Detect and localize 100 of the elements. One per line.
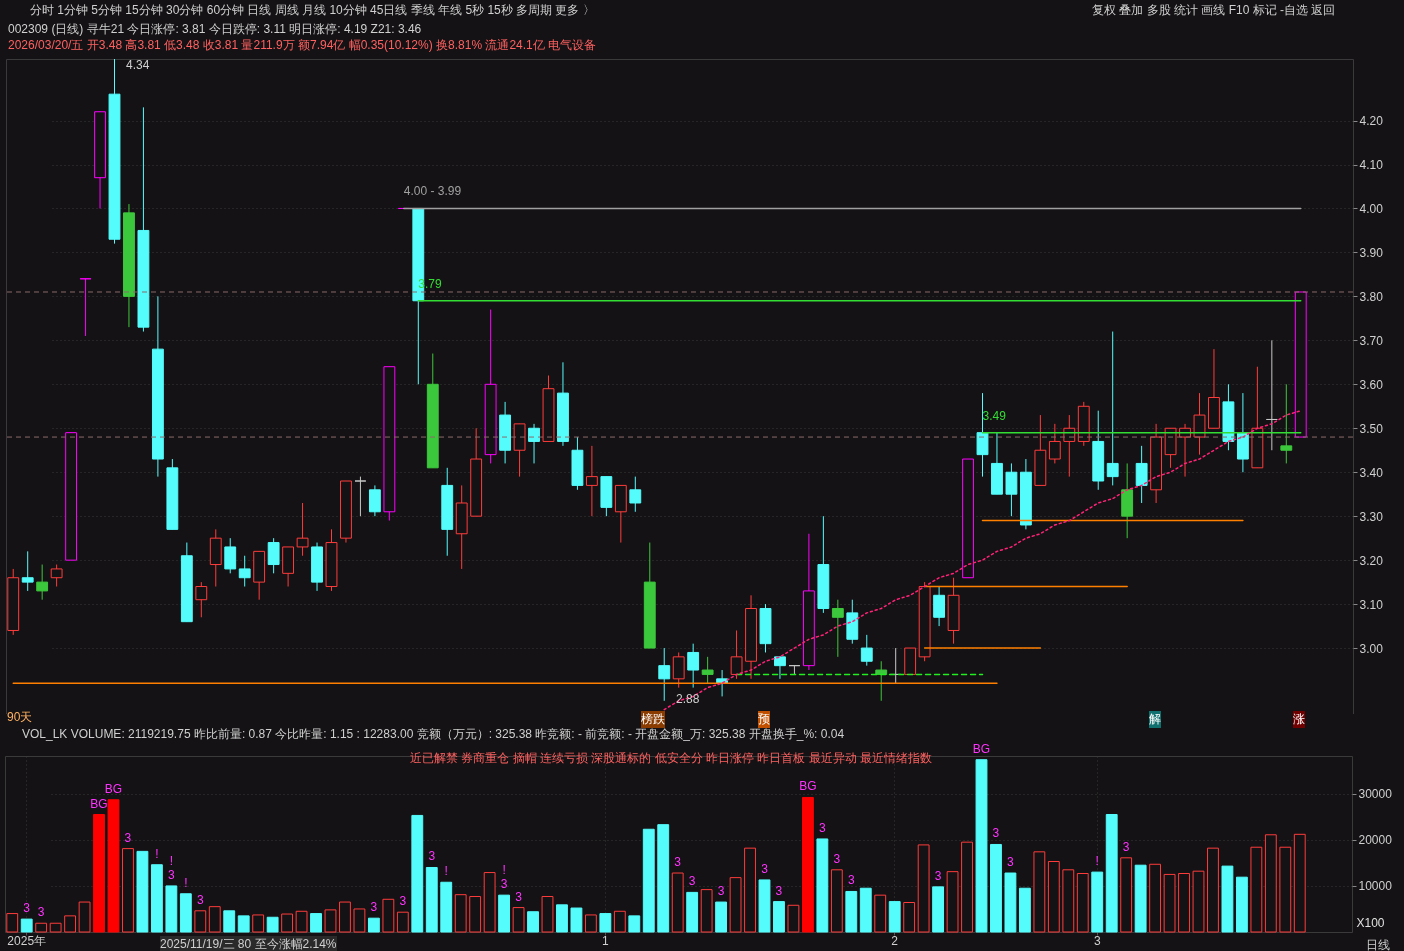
bar bbox=[483, 872, 496, 933]
bar bbox=[122, 848, 134, 933]
bar bbox=[917, 844, 930, 933]
annotation: 3 bbox=[515, 889, 523, 904]
y-tick-label: 4.00 bbox=[1359, 201, 1384, 216]
bar bbox=[541, 896, 554, 933]
bar bbox=[64, 915, 77, 933]
bar bbox=[469, 896, 482, 933]
bar bbox=[425, 867, 438, 933]
candlestick bbox=[50, 564, 63, 588]
bar bbox=[310, 913, 322, 933]
candlestick bbox=[1106, 331, 1119, 486]
y-tick-label: 3.40 bbox=[1359, 465, 1384, 480]
bar bbox=[339, 901, 351, 933]
bar bbox=[657, 824, 670, 933]
annotation: 2.88 bbox=[676, 692, 700, 706]
bar bbox=[367, 917, 380, 933]
annotation: 预 bbox=[758, 711, 770, 728]
bar bbox=[1033, 851, 1046, 933]
bar bbox=[440, 881, 453, 933]
bar bbox=[1264, 834, 1277, 933]
y-tick-label: 3.70 bbox=[1359, 333, 1384, 348]
bar bbox=[613, 910, 626, 933]
bar bbox=[512, 907, 525, 933]
y-tick-label: 4.10 bbox=[1359, 158, 1384, 172]
bar bbox=[1004, 872, 1017, 933]
annotation: 3 bbox=[196, 892, 204, 907]
annotation: BG bbox=[104, 781, 123, 796]
annotation: 3 bbox=[500, 877, 508, 892]
candlestick bbox=[701, 656, 714, 684]
candlestick bbox=[860, 634, 873, 667]
text: 复权 叠加 多股 统计 画线 F10 标记 -自选 返回 bbox=[1092, 2, 1336, 19]
annotation: 3 bbox=[833, 851, 841, 866]
bar bbox=[888, 901, 901, 933]
bar bbox=[946, 871, 959, 933]
bar bbox=[1221, 865, 1234, 933]
candlestick bbox=[629, 476, 642, 513]
candlestick bbox=[774, 656, 786, 680]
bar bbox=[1293, 833, 1306, 933]
annotation: 解 bbox=[1149, 711, 1161, 728]
bar bbox=[266, 916, 279, 933]
bar bbox=[498, 894, 511, 933]
bar bbox=[715, 901, 728, 933]
bar bbox=[179, 893, 192, 933]
candlestick bbox=[296, 502, 309, 557]
x-tick-label: 2 bbox=[891, 933, 899, 948]
candlestick bbox=[21, 550, 34, 592]
bar bbox=[773, 901, 785, 933]
series-label: 3.49 bbox=[982, 408, 1007, 423]
bar bbox=[1235, 876, 1248, 933]
annotation: 3 bbox=[688, 874, 696, 889]
annotation: 3 bbox=[934, 868, 942, 883]
y-tick-label: 3.80 bbox=[1359, 289, 1384, 304]
text: 分时 1分钟 5分钟 15分钟 30分钟 60分钟 日线 周线 月线 10分钟 45日线 季线 年线 5秒 15秒 多周期 更多 〉 bbox=[30, 2, 595, 19]
bar bbox=[20, 918, 33, 933]
y-tick-label: 30000 bbox=[1358, 787, 1393, 802]
bar bbox=[208, 906, 221, 933]
bar bbox=[35, 922, 48, 933]
y-tick-label: 3.30 bbox=[1359, 509, 1384, 524]
bar bbox=[830, 869, 843, 933]
candlestick bbox=[267, 537, 280, 574]
annotation: 3 bbox=[717, 884, 725, 899]
y-tick-label: 3.00 bbox=[1359, 641, 1384, 656]
text: BG bbox=[972, 741, 991, 756]
bar bbox=[1076, 872, 1089, 933]
bar bbox=[1250, 846, 1263, 933]
bar bbox=[1163, 873, 1176, 933]
annotation: ! bbox=[1095, 854, 1099, 869]
bar bbox=[1192, 870, 1205, 933]
annotation: 3 bbox=[847, 873, 855, 888]
x-tick-label: 3 bbox=[1093, 933, 1101, 948]
annotation: ! bbox=[502, 863, 506, 878]
x-tick-label: 2025年 bbox=[7, 933, 47, 948]
bar bbox=[78, 901, 91, 933]
bar bbox=[93, 814, 105, 933]
annotation: 3 bbox=[370, 900, 378, 915]
bar bbox=[396, 911, 409, 933]
bar bbox=[49, 922, 62, 933]
candlestick bbox=[79, 278, 92, 337]
y-tick-label: 10000 bbox=[1358, 879, 1393, 894]
candlestick bbox=[1193, 392, 1206, 456]
bar bbox=[223, 910, 236, 933]
annotation: BG bbox=[90, 796, 108, 811]
bar bbox=[1178, 872, 1190, 933]
candlestick bbox=[687, 643, 700, 689]
bar bbox=[1149, 863, 1162, 933]
bar bbox=[165, 885, 178, 933]
y-tick-label: 3.10 bbox=[1359, 597, 1384, 612]
y-tick-label: 3.20 bbox=[1359, 553, 1384, 568]
bar bbox=[1207, 847, 1219, 933]
annotation: 3 bbox=[674, 855, 682, 870]
bar bbox=[1120, 857, 1133, 933]
series-label: 4.00 - 3.99 bbox=[403, 184, 462, 199]
candlestick bbox=[1280, 383, 1293, 464]
bar bbox=[454, 894, 467, 933]
chart-title: 002309 (日线) 寻牛21 今日涨停: 3.81 今日跌停: 3.11 明日涨停: 4.19 Z21: 3.46 bbox=[8, 21, 422, 38]
candlestick bbox=[1048, 423, 1061, 464]
bar bbox=[845, 890, 858, 933]
annotation: ! bbox=[155, 846, 159, 861]
bar bbox=[1062, 869, 1075, 933]
